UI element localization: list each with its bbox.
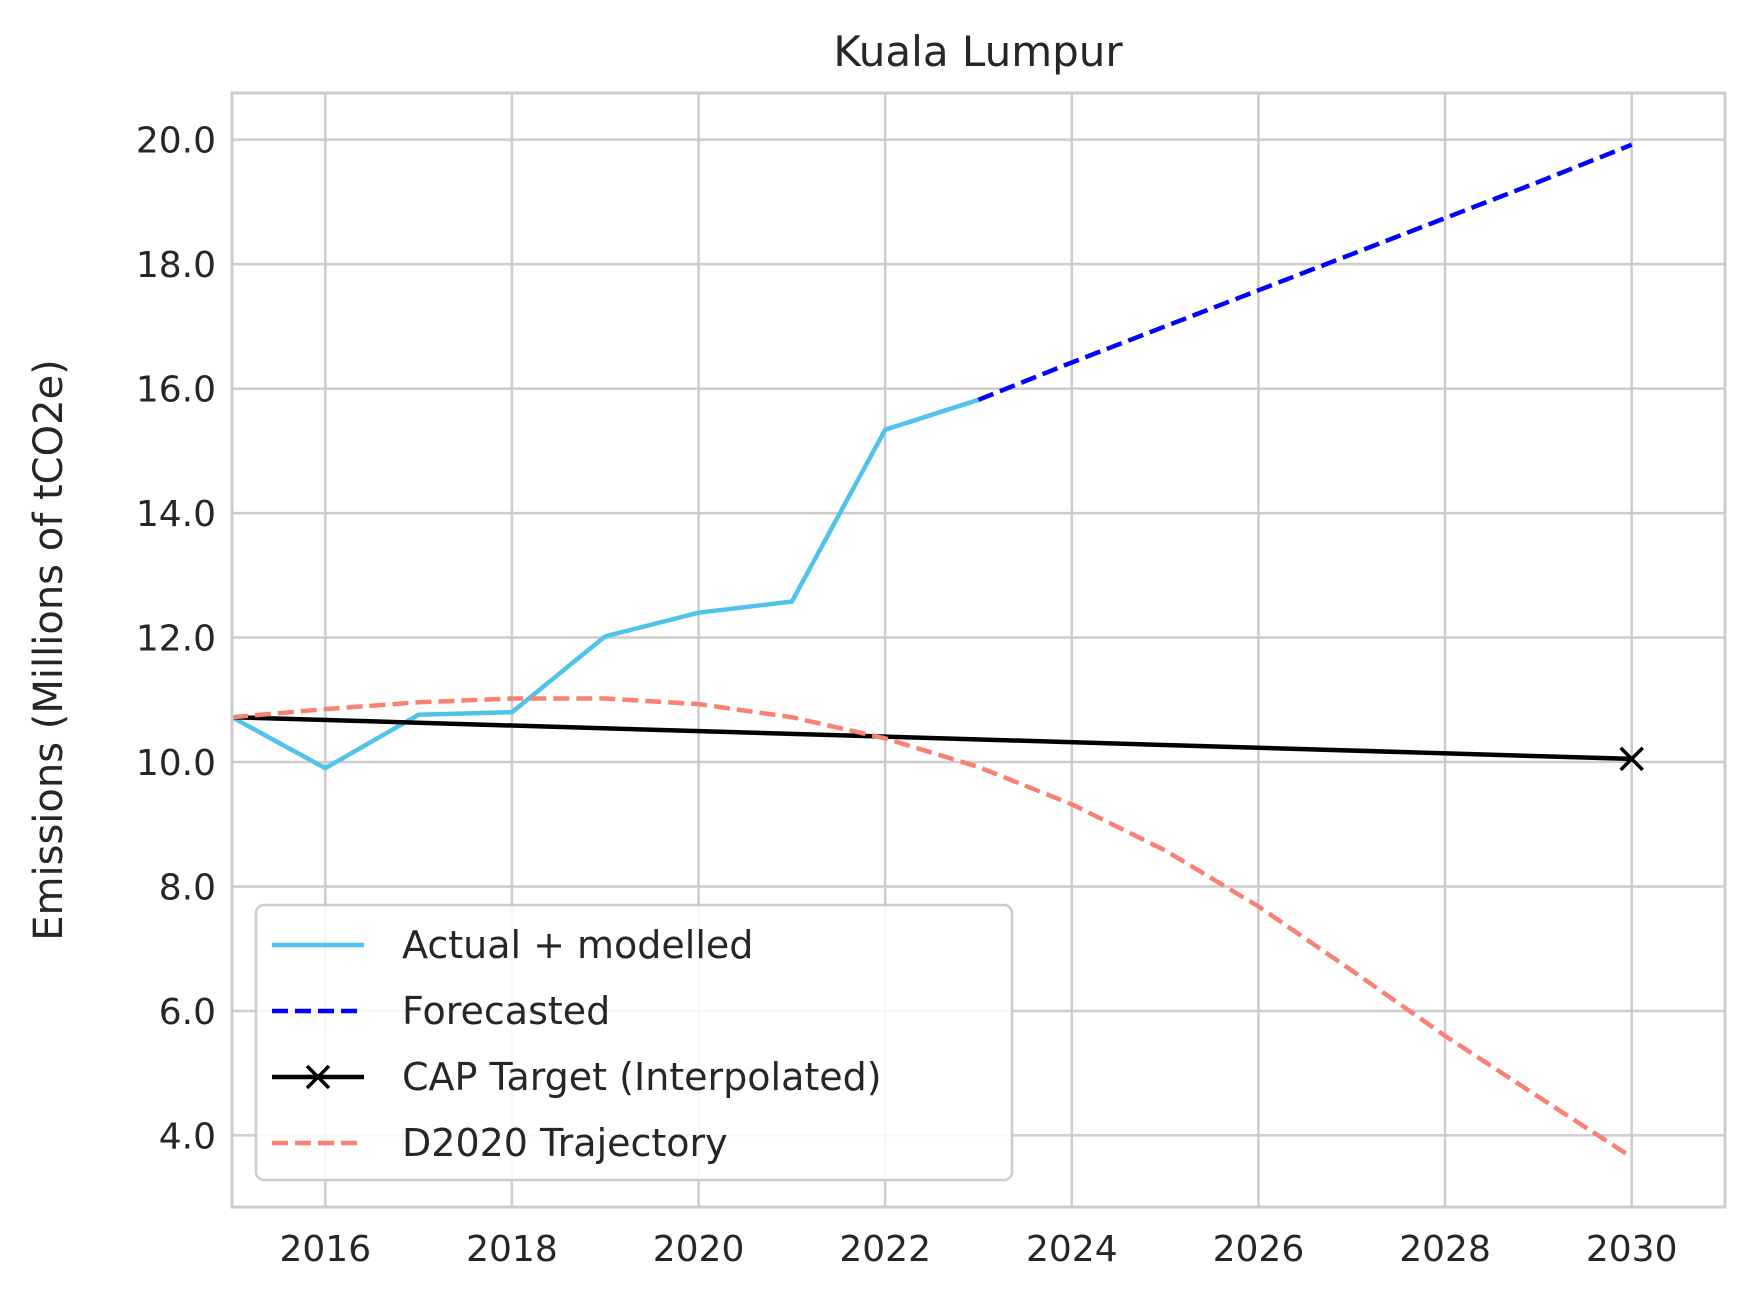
series-line-cap-target-interpolated bbox=[231, 714, 1632, 762]
y-tick-label: 8.0 bbox=[159, 867, 216, 908]
legend-label-forecasted: Forecasted bbox=[402, 989, 610, 1033]
chart-title: Kuala Lumpur bbox=[833, 27, 1123, 76]
y-tick-label: 4.0 bbox=[159, 1116, 216, 1157]
series-line-actual-modelled bbox=[230, 397, 980, 771]
grid-lines bbox=[232, 93, 1725, 1207]
x-tick-label: 2020 bbox=[653, 1229, 745, 1270]
y-axis-label: Emissions (Millions of tCO2e) bbox=[26, 359, 72, 941]
plot-frame bbox=[230, 91, 1727, 1209]
x-tick-label: 2018 bbox=[466, 1229, 558, 1270]
y-tick-label: 14.0 bbox=[136, 494, 216, 535]
x-tick-label: 2016 bbox=[280, 1229, 372, 1270]
x-tick-label: 2030 bbox=[1586, 1229, 1678, 1270]
y-tick-label: 12.0 bbox=[136, 619, 216, 660]
y-tick-label: 10.0 bbox=[136, 743, 216, 784]
series-lines bbox=[230, 142, 1644, 1160]
data-point-marker bbox=[1619, 746, 1644, 772]
x-tick-label: 2022 bbox=[839, 1229, 931, 1270]
legend-label-cap-target-interpolated: CAP Target (Interpolated) bbox=[402, 1055, 882, 1099]
x-tick-label: 2028 bbox=[1399, 1229, 1491, 1270]
legend: Actual + modelled Forecasted CAP Target (I… bbox=[254, 903, 1014, 1182]
legend-marker bbox=[305, 1064, 331, 1090]
x-tick-label: 2026 bbox=[1213, 1229, 1305, 1270]
y-tick-label: 6.0 bbox=[159, 992, 216, 1033]
series-line-forecasted bbox=[977, 142, 1633, 402]
series-line-d2020-trajectory bbox=[231, 696, 1633, 1160]
y-tick-label: 18.0 bbox=[136, 245, 216, 286]
x-tick-label: 2024 bbox=[1026, 1229, 1118, 1270]
legend-box bbox=[254, 903, 1014, 1182]
y-tick-label: 20.0 bbox=[136, 121, 216, 162]
y-tick-label: 16.0 bbox=[136, 370, 216, 411]
tick-labels: 2016 2018 2020 2022 2024 2026 2028 2030 4.0 6.0 8.… bbox=[136, 121, 1678, 1270]
legend-label-d2020-trajectory: D2020 Trajectory bbox=[402, 1121, 728, 1165]
legend-label-actual-modelled: Actual + modelled bbox=[402, 923, 753, 967]
